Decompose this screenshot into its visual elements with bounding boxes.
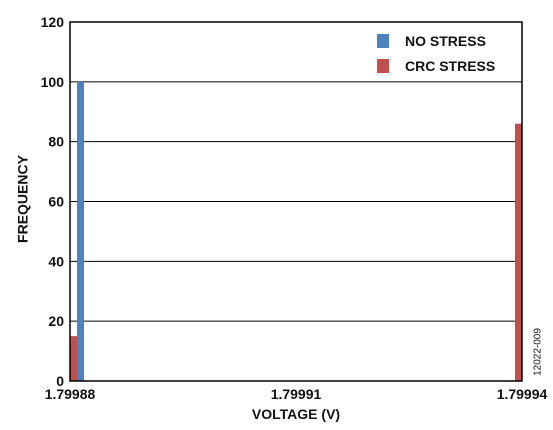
legend-label: NO STRESS: [405, 33, 486, 49]
legend-swatch-crc-stress: [377, 59, 389, 73]
x-tick-label: 1.79991: [271, 386, 322, 402]
x-tick-labels: 1.79988 1.79991 1.79994: [45, 386, 548, 402]
bar-no-stress: [77, 81, 84, 381]
bars: [70, 81, 522, 381]
plot-frame: [69, 21, 523, 382]
legend-label: CRC STRESS: [405, 58, 495, 74]
x-tick-label: 1.79994: [497, 386, 548, 402]
gridlines: [70, 81, 522, 322]
figure-id: 12022-009: [533, 328, 544, 376]
legend-swatch-no-stress: [377, 34, 389, 48]
y-tick-label: 40: [48, 253, 64, 269]
y-tick-labels: 0 20 40 60 80 100 120: [41, 14, 65, 389]
y-tick-label: 80: [48, 134, 64, 150]
legend: NO STRESS CRC STRESS: [377, 33, 495, 74]
y-tick-label: 60: [48, 194, 64, 210]
y-tick-label: 120: [41, 14, 65, 30]
x-tick-label: 1.79988: [45, 386, 96, 402]
y-tick-label: 100: [41, 74, 65, 90]
x-axis-title: VOLTAGE (V): [252, 406, 340, 422]
y-tick-label: 0: [56, 373, 64, 389]
bar-crc-stress: [70, 336, 77, 381]
y-axis-title: FREQUENCY: [15, 154, 31, 243]
bar-crc-stress: [515, 123, 522, 381]
y-tick-label: 20: [48, 313, 64, 329]
